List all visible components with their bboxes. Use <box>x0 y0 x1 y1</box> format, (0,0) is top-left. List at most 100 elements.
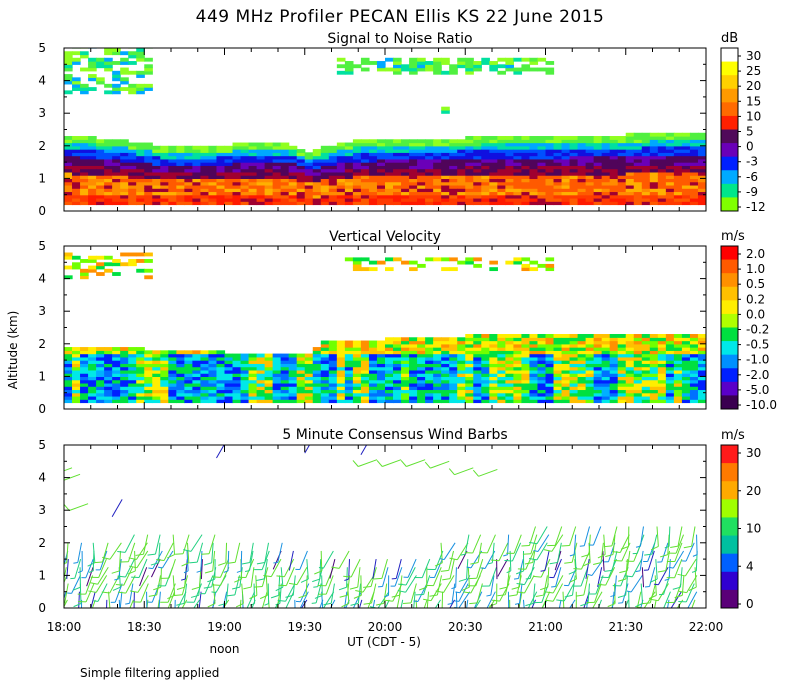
velocity-cell <box>152 369 161 374</box>
barb-feather <box>521 620 525 622</box>
snr-cell <box>216 181 226 186</box>
velocity-cell <box>104 379 113 384</box>
velocity-cell <box>296 363 306 368</box>
barb-staff <box>506 567 511 588</box>
wind-barb <box>418 567 428 591</box>
velocity-cell <box>328 360 338 364</box>
velocity-cell <box>280 392 290 397</box>
snr-cell <box>609 171 619 176</box>
velocity-cell <box>360 382 370 387</box>
snr-cell <box>665 149 675 153</box>
wind-barb <box>467 567 484 587</box>
velocity-cell <box>176 360 185 364</box>
velocity-cell <box>465 376 474 381</box>
barb-feather <box>56 475 61 481</box>
barb-staff <box>583 526 591 546</box>
snr-cell <box>136 149 145 153</box>
wind-barb <box>528 542 548 561</box>
velocity-cell <box>168 350 177 355</box>
velocity-cell <box>120 262 129 267</box>
velocity-cell <box>256 363 266 368</box>
velocity-cell <box>689 363 699 368</box>
wind-barb <box>564 575 576 598</box>
snr-cell <box>561 162 571 166</box>
snr-cell <box>248 188 258 193</box>
snr-cell <box>320 181 330 186</box>
velocity-cell <box>393 360 402 364</box>
velocity-cell <box>537 389 547 394</box>
wind-barb <box>692 534 698 557</box>
velocity-cell <box>120 356 129 361</box>
snr-cell <box>545 136 555 140</box>
snr-cell <box>641 158 651 163</box>
snr-cell <box>224 152 234 157</box>
barb-staff <box>674 542 683 562</box>
snr-cell <box>481 142 490 147</box>
wind-barb <box>593 542 604 566</box>
snr-cell <box>208 175 218 179</box>
velocity-cell <box>577 343 587 348</box>
snr-cell <box>577 197 587 202</box>
barb-staff <box>315 583 322 604</box>
barb-staff <box>581 550 591 570</box>
barb-feather <box>232 586 241 590</box>
snr-cell <box>64 64 73 69</box>
velocity-cell <box>441 399 450 404</box>
barb-staff <box>222 599 230 608</box>
velocity-cell <box>64 255 73 260</box>
barb-staff <box>181 599 188 608</box>
colorbar-label: -0.5 <box>746 338 769 352</box>
snr-cell <box>425 149 434 153</box>
velocity-cell <box>240 373 250 377</box>
velocity-cell <box>216 376 226 381</box>
barb-feather <box>180 614 188 616</box>
velocity-cell <box>497 353 506 358</box>
snr-cell <box>136 51 145 56</box>
snr-cell <box>136 178 145 183</box>
velocity-cell <box>577 392 587 397</box>
snr-cell <box>216 188 226 193</box>
colorbar-swatch <box>721 156 738 171</box>
velocity-cell <box>601 353 611 358</box>
snr-cell <box>368 168 378 173</box>
snr-cell <box>625 155 635 160</box>
snr-cell <box>457 142 466 147</box>
snr-cell <box>296 188 306 193</box>
snr-cell <box>64 77 73 82</box>
snr-cell <box>160 197 169 202</box>
snr-cell <box>200 149 210 153</box>
snr-cell <box>376 64 386 69</box>
velocity-cell <box>376 350 386 355</box>
snr-cell <box>216 178 226 183</box>
snr-cell <box>224 168 234 173</box>
snr-cell <box>96 178 105 183</box>
snr-cell <box>681 171 691 176</box>
velocity-cell <box>409 356 418 361</box>
velocity-cell <box>489 389 498 394</box>
barb-feather <box>451 586 456 590</box>
y-axis-label: Altitude (km) <box>6 311 20 390</box>
barb-staff <box>661 542 669 562</box>
snr-cell <box>144 181 153 186</box>
snr-cell <box>136 83 145 88</box>
velocity-cell <box>160 350 169 355</box>
wind-barb <box>298 575 308 599</box>
velocity-cell <box>569 392 579 397</box>
snr-cell <box>64 51 73 56</box>
velocity-cell <box>96 272 105 276</box>
barb-feather <box>573 568 582 570</box>
barb-feather <box>210 615 218 617</box>
snr-cell <box>553 168 563 173</box>
snr-cell <box>64 67 73 72</box>
snr-cell <box>128 70 137 75</box>
velocity-cell <box>304 395 314 400</box>
barb-feather <box>150 562 159 566</box>
velocity-cell <box>529 340 539 345</box>
barb-feather <box>117 575 126 578</box>
barb-staff <box>486 534 496 554</box>
velocity-cell <box>505 392 514 397</box>
velocity-cell <box>336 379 346 384</box>
velocity-cell <box>152 379 161 384</box>
velocity-cell <box>489 343 498 348</box>
snr-cell <box>697 149 706 153</box>
